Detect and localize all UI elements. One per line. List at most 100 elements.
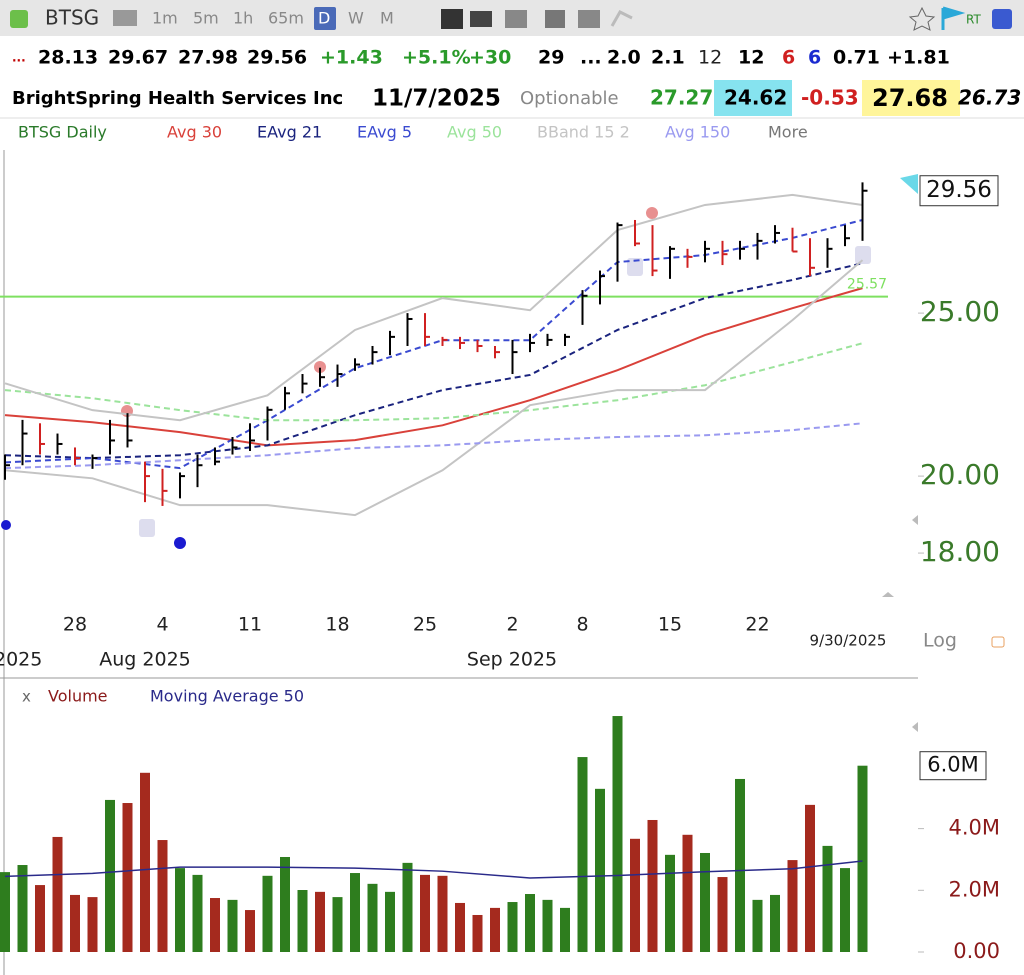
last-volume-box [919, 751, 987, 781]
quote-highlight [714, 80, 792, 116]
settings-icon[interactable] [991, 636, 1005, 648]
chart-type-icon[interactable] [441, 9, 463, 29]
volume-bar [70, 894, 80, 952]
bars-icon[interactable] [470, 11, 492, 27]
legend-entry: EAvg 21 [257, 123, 322, 142]
y-tick-label: 20.00 [920, 458, 1000, 491]
volume-bar [490, 907, 500, 952]
more-button[interactable]: More [768, 123, 808, 142]
quote-field: 6 [808, 47, 821, 69]
price-plot [0, 182, 888, 517]
add-icon[interactable] [10, 10, 28, 28]
legend-entry: Avg 50 [447, 123, 502, 142]
moving-average [4, 342, 863, 422]
x-tick-label: 18 [325, 614, 349, 636]
volume-bar [682, 834, 693, 952]
interval-button[interactable]: 65m [268, 9, 304, 28]
quote-field: ... [580, 47, 602, 69]
favorite-icon[interactable] [908, 6, 936, 31]
grid-icon[interactable] [505, 10, 527, 28]
date-label: 9/30/2025 [810, 632, 887, 650]
legend-entry: Volume [48, 687, 108, 706]
volume-bar [280, 856, 290, 952]
interval-button[interactable]: 1m [152, 9, 178, 28]
scroll-arrow [882, 592, 894, 597]
volume-bar [140, 772, 150, 952]
moving-average [4, 422, 863, 470]
share-icon[interactable] [610, 10, 633, 27]
y-tick-label: 18.00 [920, 535, 1000, 568]
volume-bar [175, 868, 185, 952]
interval-button[interactable]: 5m [193, 9, 219, 28]
scroll-arrow [912, 515, 918, 525]
quote-field: 11/7/2025 [372, 86, 501, 112]
quote-field: 2.1 [651, 47, 685, 69]
note-icon[interactable] [578, 10, 600, 28]
volume-bar [192, 874, 203, 952]
interval-selected [314, 7, 336, 30]
volume-bar [787, 860, 798, 952]
interval-button[interactable]: M [380, 9, 394, 28]
interval-button[interactable]: 1h [233, 9, 253, 28]
volume-bar [227, 899, 238, 952]
interval-button[interactable]: W [348, 9, 364, 28]
x-tick-label: 8 [576, 614, 588, 636]
close-pane[interactable]: x [22, 688, 31, 706]
volume-bar [157, 840, 168, 952]
quote-field: 29.67 [108, 47, 168, 69]
legend-entry: Avg 150 [665, 123, 730, 142]
volume-bar [822, 845, 833, 952]
legend-entry: BBand 15 2 [537, 123, 630, 142]
volume-bar [507, 902, 518, 952]
quote-field: +1.81 [887, 47, 950, 69]
print-icon[interactable] [113, 10, 137, 26]
volume-bar [805, 804, 815, 952]
quote-field: 27.27 [650, 86, 713, 110]
volume-bar [630, 838, 640, 952]
news-marker [855, 246, 871, 264]
volume-bar [752, 899, 763, 952]
symbol[interactable]: BTSG [45, 6, 99, 30]
volume-bar [542, 899, 553, 952]
x-tick-label: 11 [238, 614, 262, 636]
volume-bar [595, 788, 605, 952]
last-price: 29.56 [926, 177, 992, 203]
quote-field: 6 [782, 47, 795, 69]
x-tick-label: 2 [506, 614, 518, 636]
x-tick-label: 28 [63, 614, 87, 636]
signal-dot [1, 520, 11, 530]
quote-field: 26.73 [958, 86, 1021, 110]
interval-button[interactable]: D [318, 9, 330, 28]
draw-icon[interactable] [545, 10, 565, 28]
price-pointer [900, 174, 918, 194]
scan-icon[interactable] [992, 9, 1012, 29]
volume-bar [122, 803, 133, 952]
volume-bar [437, 875, 448, 952]
volume-bar [0, 872, 10, 952]
volume-bar [665, 854, 675, 952]
volume-bar [735, 778, 745, 952]
moving-average [4, 219, 863, 470]
scale-label[interactable]: Log [923, 630, 957, 652]
volume-bar [402, 862, 413, 952]
flag-icon[interactable] [941, 6, 966, 30]
volume-bar [770, 894, 780, 952]
signal-dot [646, 207, 658, 219]
x-group-label: Sep 2025 [467, 649, 557, 671]
quote-field: -0.53 [801, 86, 859, 110]
moving-average [4, 262, 863, 460]
realtime[interactable]: RT [966, 13, 981, 27]
volume-bar [472, 914, 483, 952]
quote-field: +5.1% [402, 47, 471, 69]
last-volume: 6.0M [927, 753, 979, 777]
legend-entry: EAvg 5 [357, 123, 412, 142]
quote-field: 24.62 [724, 86, 787, 110]
quote-field: 29.56 [247, 47, 307, 69]
volume-bar [420, 874, 430, 952]
volume-bar [297, 890, 308, 952]
signal-dot [314, 361, 326, 373]
band-lower [4, 259, 864, 517]
volume-bar [560, 907, 570, 952]
y-tick-label: 4.0M [948, 816, 1000, 840]
